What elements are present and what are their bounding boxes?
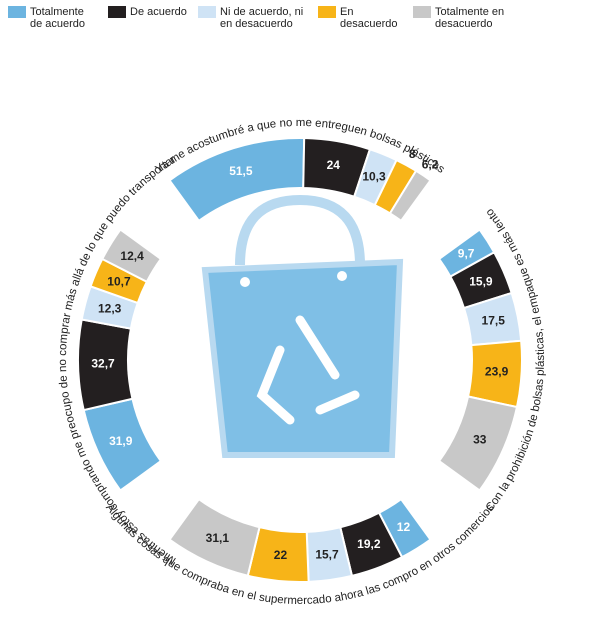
value-label: 22 bbox=[274, 548, 288, 562]
legend-swatch bbox=[318, 6, 336, 18]
value-label: 33 bbox=[473, 433, 487, 447]
legend-swatch bbox=[108, 6, 126, 18]
legend-swatch bbox=[8, 6, 26, 18]
ring-segment bbox=[388, 169, 432, 223]
value-label: 17,5 bbox=[482, 314, 506, 328]
value-label: 19,2 bbox=[357, 537, 381, 551]
legend-item: En desacuerdo bbox=[318, 6, 403, 30]
value-label: 24 bbox=[327, 158, 341, 172]
legend-item: Totalmente en desacuerdo bbox=[413, 6, 513, 30]
legend-swatch bbox=[198, 6, 216, 18]
value-label: 51,5 bbox=[229, 164, 253, 178]
value-label: 10,7 bbox=[107, 275, 131, 289]
value-label: 9,7 bbox=[458, 246, 475, 260]
value-label: 12,3 bbox=[98, 301, 122, 315]
legend-item: Ni de acuerdo, ni en desacuerdo bbox=[198, 6, 308, 30]
legend-label: Ni de acuerdo, ni en desacuerdo bbox=[220, 6, 304, 30]
ring-segment bbox=[100, 228, 163, 284]
ring-segment bbox=[168, 497, 261, 577]
value-label: 12,4 bbox=[120, 249, 144, 263]
legend: Totalmente de acuerdo De acuerdo Ni de acu… bbox=[8, 6, 588, 30]
value-label: 8 bbox=[409, 147, 416, 161]
value-label: 31,1 bbox=[206, 531, 230, 545]
value-label: 31,9 bbox=[109, 434, 133, 448]
legend-label: Totalmente en desacuerdo bbox=[435, 6, 505, 30]
ring-segment bbox=[437, 395, 519, 492]
legend-label: Totalmente de acuerdo bbox=[30, 6, 86, 30]
value-label: 10,3 bbox=[362, 170, 386, 184]
legend-swatch bbox=[413, 6, 431, 18]
value-label: 6,2 bbox=[422, 158, 439, 172]
value-label: 15,9 bbox=[469, 274, 493, 288]
value-label: 23,9 bbox=[485, 365, 509, 379]
legend-item: De acuerdo bbox=[108, 6, 188, 30]
value-label: 12 bbox=[397, 520, 411, 534]
legend-item: Totalmente de acuerdo bbox=[8, 6, 98, 30]
legend-label: De acuerdo bbox=[130, 6, 187, 18]
value-label: 15,7 bbox=[315, 547, 339, 561]
value-label: 32,7 bbox=[91, 357, 115, 371]
legend-label: En desacuerdo bbox=[340, 6, 398, 30]
bag-icon bbox=[150, 194, 450, 510]
